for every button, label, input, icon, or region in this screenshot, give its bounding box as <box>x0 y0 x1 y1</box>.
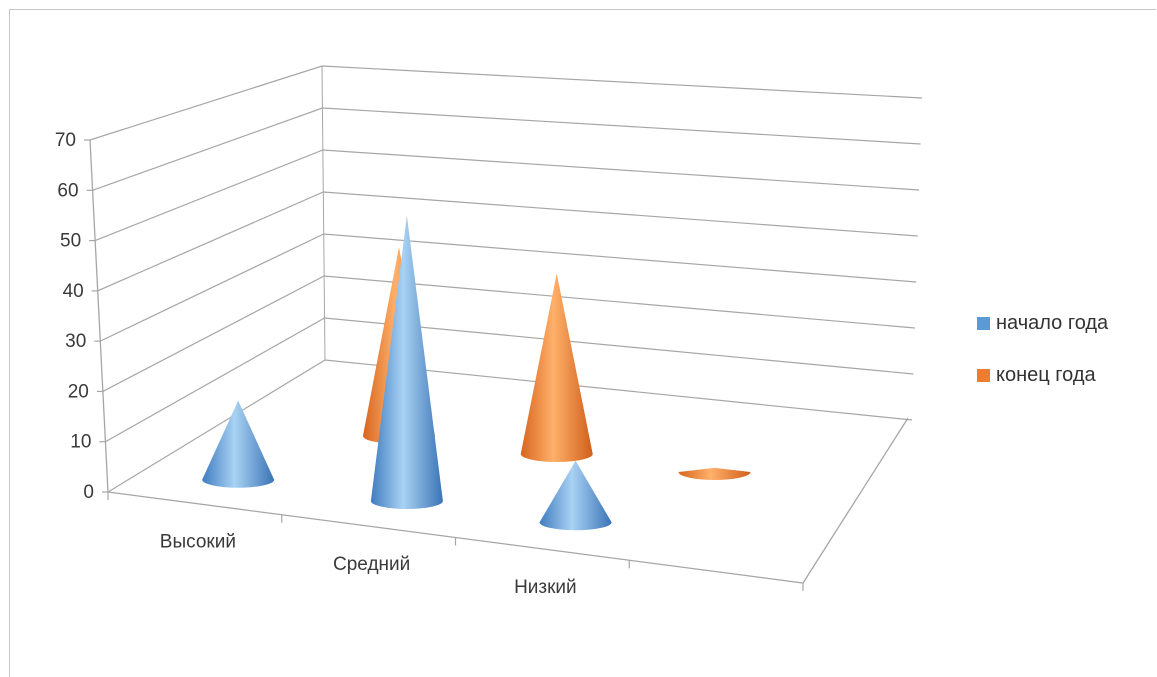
gridline <box>92 107 921 191</box>
y-tick-label: 20 <box>68 381 89 402</box>
cone-end-1 <box>520 273 593 462</box>
legend-label-start: начало года <box>996 311 1109 334</box>
y-tick-label: 60 <box>57 180 78 201</box>
y-tick-label: 50 <box>60 231 81 252</box>
legend: начало года конец года <box>977 310 1108 414</box>
x-tick-label: Высокий <box>160 531 236 552</box>
y-tick-label: 40 <box>63 281 84 302</box>
legend-swatch-start <box>977 316 990 330</box>
cone-start-2 <box>539 460 612 531</box>
cone-body <box>520 273 593 462</box>
chart-frame <box>9 9 1156 677</box>
legend-swatch-end <box>977 368 990 382</box>
y-axis-line <box>89 139 109 493</box>
gridline <box>105 317 914 443</box>
chart-walls <box>89 65 909 584</box>
y-tick-label: 70 <box>55 130 76 151</box>
x-tick-label: Низкий <box>514 577 577 598</box>
cone-start-0 <box>202 400 275 488</box>
cone-body <box>370 215 443 509</box>
gridline <box>94 149 920 242</box>
gridline <box>97 191 918 292</box>
y-tick-label: 10 <box>70 432 91 453</box>
cone-start-1 <box>370 215 443 509</box>
gridline <box>100 233 917 342</box>
gridline <box>102 275 915 392</box>
x-tick-label: Средний <box>333 554 410 575</box>
gridlines <box>89 65 923 493</box>
cone-body <box>678 467 751 480</box>
cones <box>202 215 751 531</box>
legend-item-start: начало года <box>977 310 1108 336</box>
back-corner-line <box>321 65 326 361</box>
y-axis-ticks: 0 10 20 30 40 50 60 70 <box>55 130 108 503</box>
x-axis-labels: Высокий Средний Низкий <box>107 492 804 598</box>
y-tick-label: 0 <box>83 482 94 503</box>
gridline <box>107 359 913 493</box>
y-tick-label: 30 <box>65 331 86 352</box>
legend-item-end: конец года <box>977 362 1108 388</box>
legend-label-end: конец года <box>996 363 1096 386</box>
cone-body <box>539 460 612 531</box>
cone-end-2 <box>678 467 751 480</box>
cone-body <box>202 400 275 488</box>
gridline <box>89 65 923 141</box>
